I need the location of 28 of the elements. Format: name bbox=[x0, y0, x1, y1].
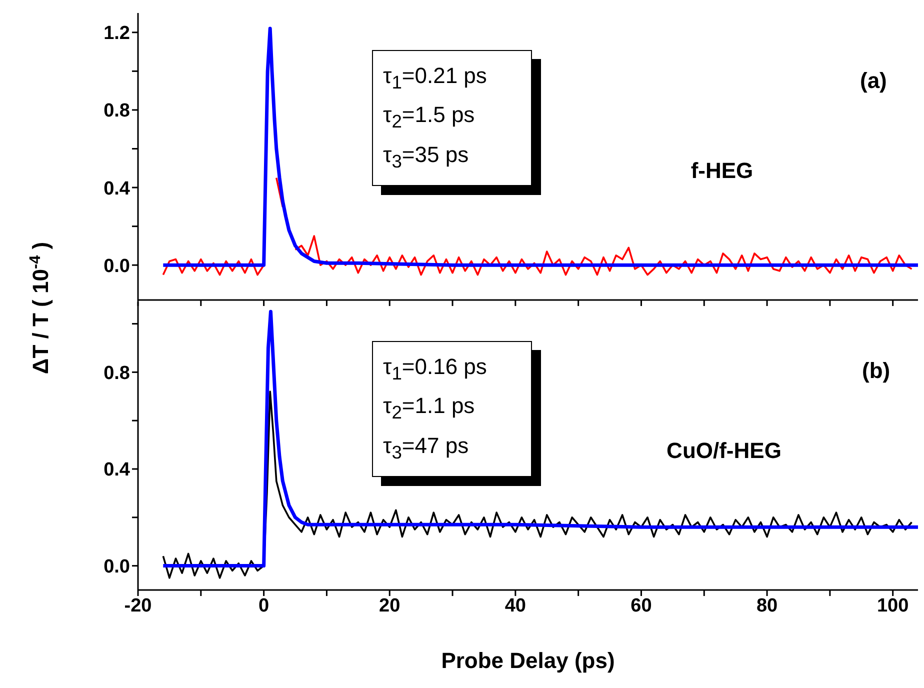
x-tick-label: 40 bbox=[504, 595, 526, 616]
annotation: CuO/f-HEG bbox=[666, 438, 782, 464]
y-tick-label: 0.4 bbox=[104, 460, 130, 481]
annotation: (b) bbox=[862, 358, 890, 384]
x-axis-title: Probe Delay (ps) bbox=[441, 648, 615, 674]
y-tick-label: 0.0 bbox=[104, 256, 130, 277]
annotation: (a) bbox=[860, 68, 887, 94]
y-tick-label: 0.8 bbox=[104, 362, 130, 384]
y-tick-label: 0.0 bbox=[104, 556, 130, 578]
annotation: τ$_{1}$=0.21 ps bbox=[383, 62, 488, 94]
y-tick-label: 0.4 bbox=[104, 178, 130, 200]
annotation: τ$_{2}$=1.5 ps bbox=[383, 101, 476, 134]
line-series bbox=[162, 390, 913, 579]
x-tick-label: 100 bbox=[876, 595, 909, 616]
x-tick-label: 60 bbox=[630, 595, 652, 616]
x-tick-label: -20 bbox=[124, 595, 152, 616]
annotation: τ$_{1}$=0.16 ps bbox=[383, 353, 488, 386]
annotation: f-HEG bbox=[690, 158, 754, 184]
annotation: τ$_{3}$=47 ps bbox=[383, 432, 470, 464]
annotation: τ$_{3}$=35 ps bbox=[383, 140, 470, 174]
y-tick-label: 1.2 bbox=[104, 23, 130, 44]
y-tick-label: 0.8 bbox=[104, 100, 130, 122]
line-series bbox=[161, 26, 918, 267]
x-tick-label: 80 bbox=[756, 595, 778, 616]
x-tick-label: 0 bbox=[258, 595, 270, 616]
line-series bbox=[161, 310, 918, 568]
annotation: τ$_{2}$=1.1 ps bbox=[383, 392, 476, 425]
x-tick-label: 20 bbox=[379, 595, 400, 616]
